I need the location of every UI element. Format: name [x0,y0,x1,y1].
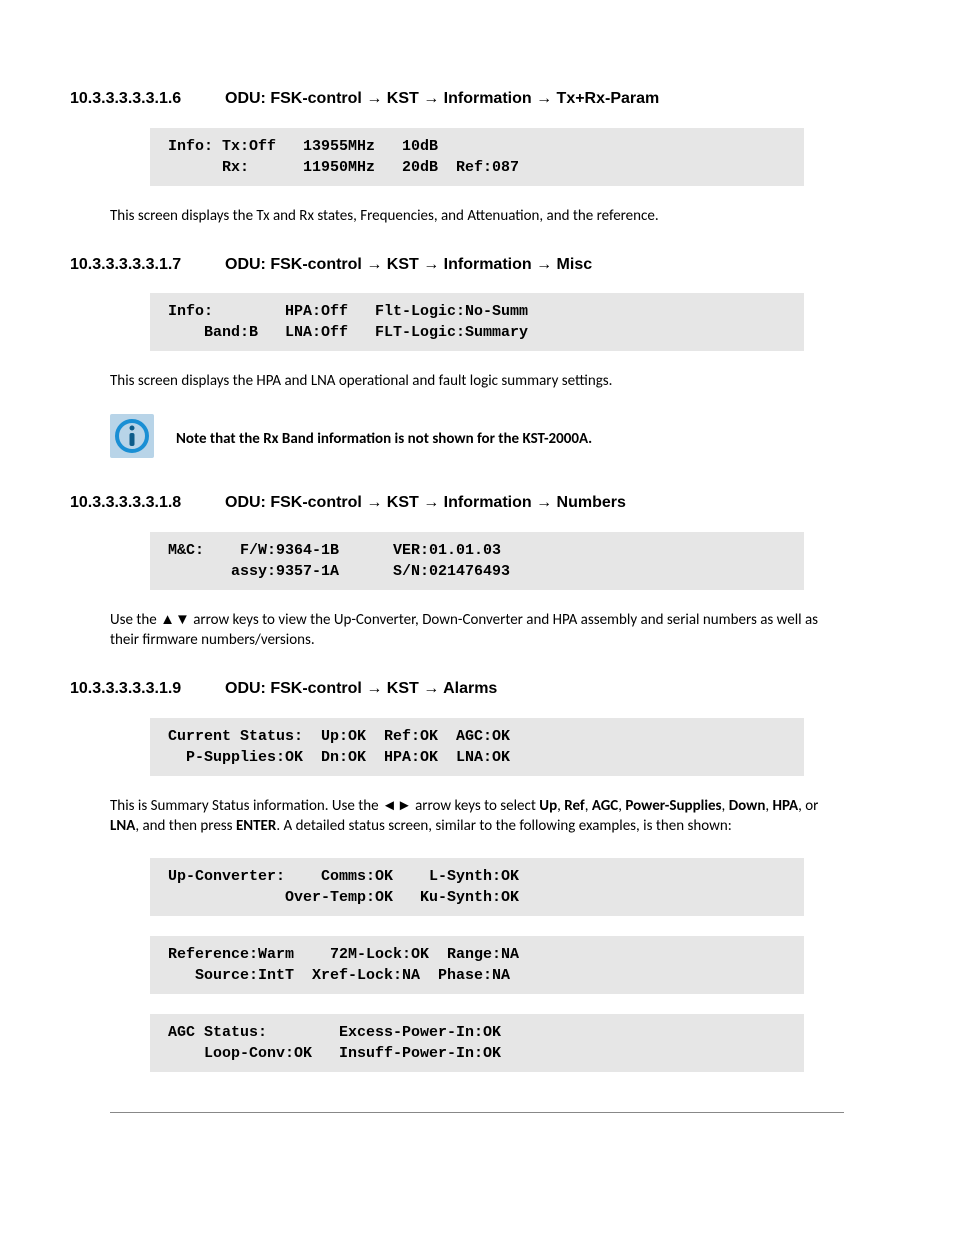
bold-hpa: HPA [773,797,799,815]
body-text-txrxparam: This screen displays the Tx and Rx state… [110,206,844,226]
section-number: 10.3.3.3.3.3.1.8 [70,492,225,514]
section-title: ODU: FSK-control → KST → Information → M… [225,254,592,276]
section-heading-numbers: 10.3.3.3.3.3.1.8 ODU: FSK-control → KST … [70,492,884,514]
bold-enter: ENTER [236,817,276,835]
text-fragment: , [722,797,729,815]
code-block-alarms-status: Current Status: Up:OK Ref:OK AGC:OK P-Su… [150,718,804,776]
note-row: Note that the Rx Band information is not… [110,414,844,464]
bold-agc: AGC [592,797,618,815]
code-block-agc: AGC Status: Excess-Power-In:OK Loop-Conv… [150,1014,804,1072]
bold-ref: Ref [564,797,584,815]
code-block-txrxparam: Info: Tx:Off 13955MHz 10dB Rx: 11950MHz … [150,128,804,186]
section-title: ODU: FSK-control → KST → Information → N… [225,492,626,514]
text-fragment: This is Summary Status information. Use … [110,797,539,815]
section-heading-misc: 10.3.3.3.3.3.1.7 ODU: FSK-control → KST … [70,254,884,276]
bold-lna: LNA [110,817,135,835]
section-heading-alarms: 10.3.3.3.3.3.1.9 ODU: FSK-control → KST … [70,678,884,700]
code-block-numbers: M&C: F/W:9364-1B VER:01.01.03 assy:9357-… [150,532,804,590]
bold-power-supplies: Power-Supplies [625,797,721,815]
footer-divider [110,1112,844,1113]
code-block-reference: Reference:Warm 72M-Lock:OK Range:NA Sour… [150,936,804,994]
section-number: 10.3.3.3.3.3.1.7 [70,254,225,276]
code-block-misc: Info: HPA:Off Flt-Logic:No-Summ Band:B L… [150,293,804,351]
section-number: 10.3.3.3.3.3.1.6 [70,88,225,110]
body-text-numbers: Use the ▲▼ arrow keys to view the Up-Con… [110,610,844,651]
section-number: 10.3.3.3.3.3.1.9 [70,678,225,700]
text-fragment: , or [798,797,818,815]
text-fragment: , [585,797,592,815]
text-fragment: , and then press [135,817,236,835]
note-text: Note that the Rx Band information is not… [176,429,592,449]
section-title: ODU: FSK-control → KST → Information → T… [225,88,659,110]
section-heading-txrxparam: 10.3.3.3.3.3.1.6 ODU: FSK-control → KST … [70,88,884,110]
bold-up: Up [539,797,557,815]
bold-down: Down [729,797,766,815]
text-fragment: . A detailed status screen, similar to t… [276,817,731,835]
text-fragment: , [765,797,772,815]
body-text-misc: This screen displays the HPA and LNA ope… [110,371,844,391]
body-text-alarms: This is Summary Status information. Use … [110,796,844,837]
code-block-upconverter: Up-Converter: Comms:OK L-Synth:OK Over-T… [150,858,804,916]
section-title: ODU: FSK-control → KST → Alarms [225,678,497,700]
info-icon [110,414,154,464]
